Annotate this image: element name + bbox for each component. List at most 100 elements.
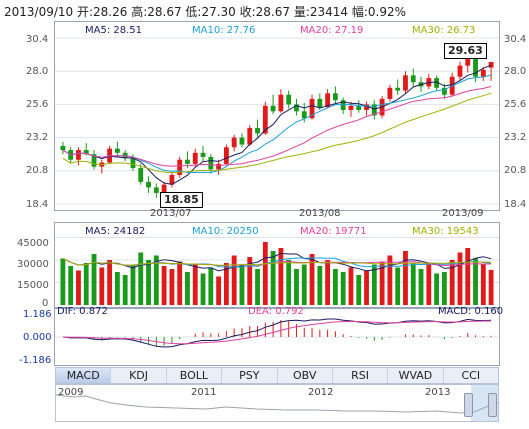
candle-body [262, 105, 268, 134]
candle-body [457, 65, 463, 77]
volume-bar [473, 258, 478, 305]
volume-bar [91, 254, 97, 305]
volume-bar [356, 275, 362, 305]
candle-body [161, 184, 167, 193]
quote-header: 2013/09/10 开:28.26 高:28.67 低:27.30 收:28.… [4, 5, 407, 19]
volume-bar [371, 264, 377, 305]
tab-macd[interactable]: MACD [56, 368, 112, 383]
volume-bar [286, 260, 292, 305]
volume-bar [403, 251, 408, 305]
volume-bar [200, 273, 206, 305]
volume-bar [138, 252, 144, 305]
volume-bar [348, 267, 354, 305]
volume-bar [325, 260, 331, 305]
price-ma5-line [62, 64, 492, 185]
volume-bar [364, 270, 369, 305]
volume-bar [239, 266, 245, 305]
volume-bar [426, 264, 432, 305]
price-ma20-legend: MA20: 27.19 [300, 25, 364, 36]
vol-ma20-legend: MA20: 19771 [300, 226, 367, 237]
volume-bar [340, 272, 346, 305]
navigator-year-3: 2013 [425, 387, 451, 398]
tab-obv[interactable]: OBV [278, 368, 333, 383]
volume-bar [153, 255, 159, 305]
candle-body [185, 159, 190, 164]
tab-wvad[interactable]: WVAD [388, 368, 444, 383]
indicator-tabs: MACD KDJ BOLL PSY OBV RSI WVAD CCI [55, 367, 499, 384]
candle-body [130, 158, 136, 169]
tab-rsi[interactable]: RSI [333, 368, 389, 383]
price-ytick-right-5: 18.4 [504, 199, 527, 210]
volume-bar [270, 251, 276, 305]
tab-boll[interactable]: BOLL [167, 368, 223, 383]
volume-bar [146, 260, 151, 305]
macd-value-legend: MACD: 0.160 [438, 306, 504, 317]
volume-bar [255, 269, 260, 305]
candle-body [239, 137, 245, 145]
volume-bar [169, 269, 175, 305]
volume-bar [262, 242, 268, 305]
macd-dea-line [62, 320, 492, 345]
candle-body [356, 105, 362, 110]
price-ytick-right-0: 30.4 [504, 34, 527, 45]
volume-ma30-line [62, 258, 492, 266]
vol-ytick-3: 0 [42, 298, 49, 309]
volume-bar [223, 263, 229, 305]
price-chart[interactable] [55, 22, 499, 210]
volume-bar [309, 254, 315, 305]
candle-body [348, 105, 354, 110]
volume-bar [83, 263, 89, 305]
vol-ma5-legend: MA5: 24182 [85, 226, 146, 237]
volume-bar [418, 269, 424, 305]
volume-bar [379, 261, 385, 305]
tab-kdj[interactable]: KDJ [111, 368, 167, 383]
candle-body [441, 87, 447, 95]
navigator-year-0: 2009 [58, 387, 84, 398]
volume-chart[interactable] [55, 223, 499, 307]
vol-ytick-0: 45000 [17, 238, 49, 249]
candle-body [223, 147, 229, 164]
macd-panel[interactable] [54, 308, 500, 366]
candle-body [146, 181, 151, 188]
price-xtick-1: 2013/08 [299, 208, 341, 219]
candle-body [270, 105, 276, 112]
volume-bar [114, 272, 120, 305]
volume-bar [441, 272, 447, 305]
price-ytick-left-1: 28.0 [26, 66, 49, 77]
tab-psy[interactable]: PSY [222, 368, 278, 383]
range-navigator[interactable]: 2009 2011 2012 2013 [55, 384, 499, 422]
price-xtick-0: 2013/07 [150, 208, 192, 219]
navigator-left-handle[interactable] [464, 393, 473, 417]
volume-bar [216, 276, 222, 305]
high-price-label: 29.63 [444, 43, 487, 59]
low-price-label: 18.85 [160, 192, 203, 208]
macd-ytick-0: 1.186 [23, 309, 52, 320]
price-ytick-right-3: 23.2 [504, 132, 527, 143]
candle-body [317, 98, 323, 108]
macd-ytick-1: 0.000 [23, 332, 52, 343]
candle-body [480, 69, 486, 77]
volume-bar [208, 267, 214, 305]
candle-body [434, 78, 440, 88]
macd-dif-line [62, 318, 492, 348]
price-ytick-right-4: 20.8 [504, 165, 527, 176]
candle-body [247, 127, 253, 145]
macd-ytick-2: -1.186 [19, 355, 52, 366]
volume-bar [185, 272, 190, 305]
macd-chart[interactable] [55, 309, 499, 365]
volume-bar [457, 252, 463, 305]
volume-panel[interactable] [54, 222, 500, 308]
candle-body [278, 94, 284, 112]
candle-body [364, 104, 369, 110]
candle-body [325, 93, 331, 108]
tab-cci[interactable]: CCI [461, 369, 481, 382]
candle-body [473, 51, 478, 77]
candle-body [169, 174, 175, 185]
candle-body [294, 104, 299, 112]
candle-body [192, 152, 198, 164]
volume-bar [410, 263, 416, 305]
price-ytick-left-3: 23.2 [26, 132, 49, 143]
navigator-right-handle[interactable] [488, 393, 497, 417]
candle-body [208, 156, 214, 170]
price-panel[interactable] [54, 21, 500, 211]
